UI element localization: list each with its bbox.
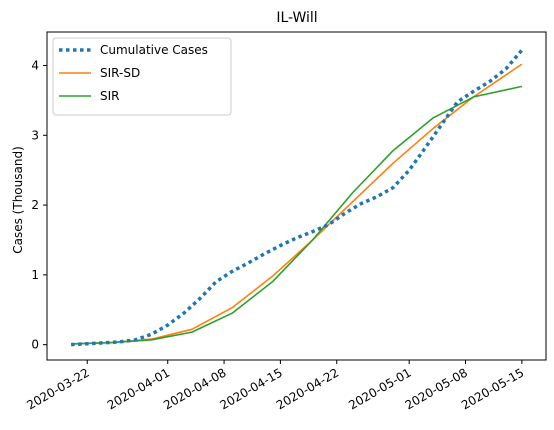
plot-frame [46, 31, 547, 361]
y-tick-label: 1 [31, 268, 39, 282]
legend-entry-label: SIR [100, 89, 120, 103]
y-tick-label: 0 [31, 338, 39, 352]
y-axis-label: Cases (Thousand) [11, 146, 25, 254]
chart-title: IL-Will [276, 10, 317, 26]
legend-entry-label: Cumulative Cases [100, 43, 208, 57]
legend-entry-label: SIR-SD [100, 66, 140, 80]
legend: Cumulative Cases SIR-SD SIR [52, 37, 232, 116]
y-tick-label: 4 [31, 58, 39, 72]
y-tick-label: 2 [31, 198, 39, 212]
legend-box [52, 37, 232, 116]
series-line-sir [71, 85, 523, 345]
y-tick-label: 3 [31, 128, 39, 142]
